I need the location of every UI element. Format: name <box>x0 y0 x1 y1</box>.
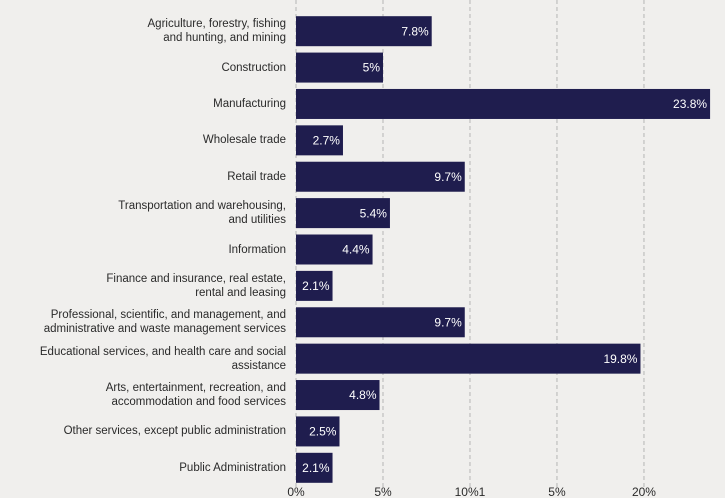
category-label: Manufacturing <box>213 97 286 110</box>
bar <box>296 88 711 119</box>
bar <box>296 52 383 83</box>
value-label: 4.4% <box>342 243 370 257</box>
value-label: 2.1% <box>302 461 330 475</box>
category-label: Wholesale trade <box>202 134 286 147</box>
x-tick-label: 5% <box>374 485 392 498</box>
value-label: 2.5% <box>309 425 337 439</box>
value-label: 2.7% <box>313 134 341 148</box>
value-label: 9.7% <box>434 315 462 329</box>
value-label: 2.1% <box>302 279 330 293</box>
bar <box>296 234 373 265</box>
value-label: 5% <box>363 61 381 75</box>
category-label: Educational services, and health care an… <box>39 345 286 372</box>
bar <box>296 416 340 447</box>
bar <box>296 270 333 301</box>
category-label: Construction <box>221 61 286 74</box>
category-label: Professional, scientific, and management… <box>43 309 286 336</box>
value-label: 7.8% <box>401 24 429 38</box>
bar <box>296 198 390 229</box>
x-tick-label: 5% <box>548 485 566 498</box>
bar <box>296 343 641 374</box>
bar <box>296 307 465 338</box>
value-label: 4.8% <box>349 388 377 402</box>
category-label: Other services, except public administra… <box>63 425 286 438</box>
category-label: Finance and insurance, real estate, rent… <box>106 272 286 299</box>
value-label: 19.8% <box>603 352 637 366</box>
bar <box>296 16 432 47</box>
category-label: Arts, entertainment, recreation, and acc… <box>105 382 286 409</box>
x-tick-label: 0% <box>287 485 305 498</box>
x-tick-label: 10%1 <box>455 485 486 498</box>
bar <box>296 125 343 156</box>
category-label: Information <box>228 243 286 256</box>
category-label: Transportation and warehousing, and util… <box>118 200 286 227</box>
value-label: 5.4% <box>360 206 388 220</box>
category-label: Retail trade <box>227 170 286 183</box>
category-label: Public Administration <box>179 461 286 474</box>
value-label: 9.7% <box>434 170 462 184</box>
bar <box>296 380 380 411</box>
category-label: Agriculture, forestry, fishing and hunti… <box>147 18 286 45</box>
bar <box>296 452 333 483</box>
value-label: 23.8% <box>673 97 707 111</box>
bar <box>296 161 465 192</box>
x-tick-label: 20% <box>632 485 656 498</box>
